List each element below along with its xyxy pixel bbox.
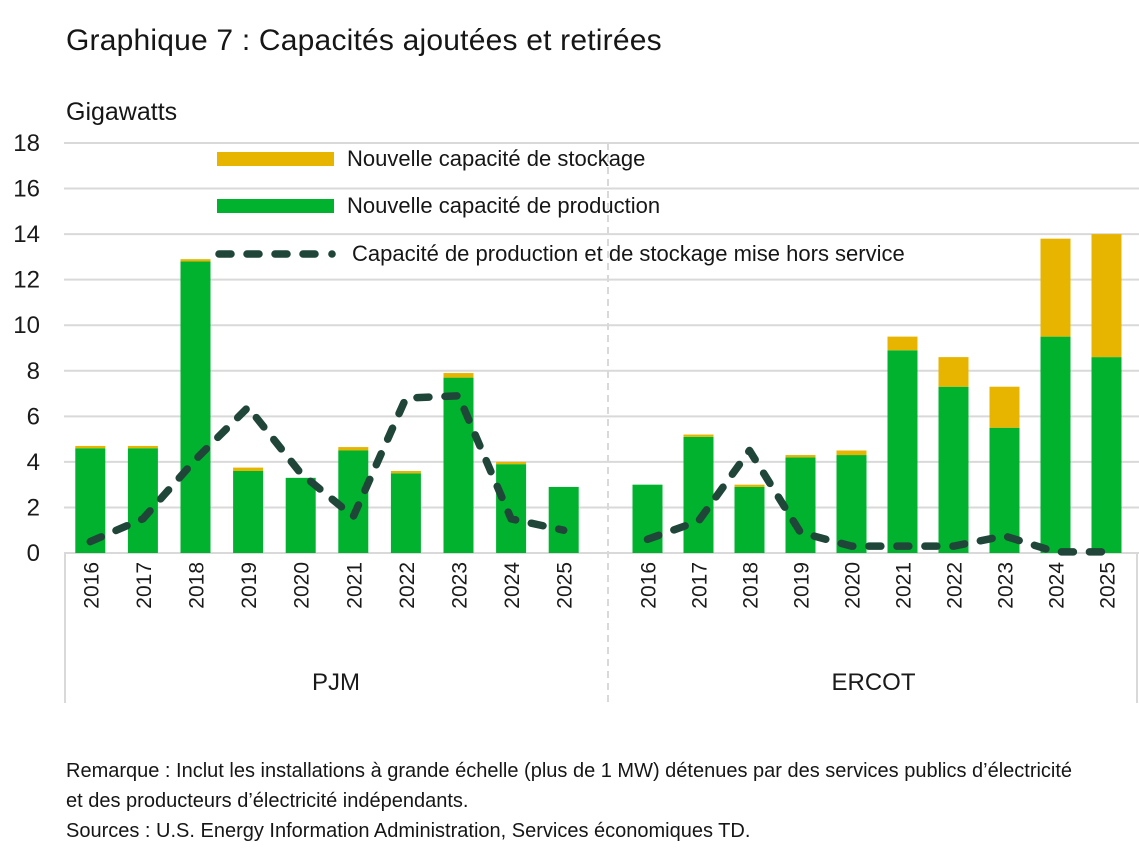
y-tick-label: 8 — [27, 358, 40, 385]
x-tick-label-ercot-2024: 2024 — [1046, 562, 1069, 609]
bar-storage-pjm-2024 — [496, 461, 527, 465]
bar-storage-ercot-2022 — [938, 357, 969, 387]
x-tick-label-pjm-2017: 2017 — [133, 562, 156, 609]
bar-production-pjm-2021 — [338, 450, 369, 553]
bar-storage-pjm-2022 — [390, 471, 421, 474]
footer: Remarque : Inclut les installations à gr… — [66, 756, 1086, 846]
production-color-swatch — [217, 199, 334, 213]
sources-line: Sources : U.S. Energy Information Admini… — [66, 820, 751, 842]
x-tick-label-pjm-2022: 2022 — [396, 562, 419, 609]
bar-storage-pjm-2016 — [75, 445, 106, 449]
group-label-pjm: PJM — [312, 669, 360, 696]
x-tick-label-ercot-2023: 2023 — [995, 562, 1018, 609]
group-label-ercot: ERCOT — [832, 669, 916, 696]
bar-storage-pjm-2017 — [127, 445, 158, 449]
y-tick-label: 10 — [13, 312, 40, 339]
bar-production-ercot-2025 — [1091, 357, 1122, 553]
y-tick-label: 12 — [13, 267, 40, 294]
x-tick-label-ercot-2018: 2018 — [740, 562, 763, 609]
x-tick-label-pjm-2025: 2025 — [554, 562, 577, 609]
bar-production-ercot-2024 — [1040, 336, 1071, 553]
bar-production-pjm-2018 — [180, 261, 211, 553]
bar-production-pjm-2024 — [496, 464, 527, 553]
chart-title: Graphique 7 : Capacités ajoutées et reti… — [66, 24, 662, 57]
x-tick-label-ercot-2020: 2020 — [842, 562, 865, 609]
legend-item-production: Nouvelle capacité de production — [217, 193, 660, 219]
bar-production-ercot-2022 — [938, 386, 969, 553]
legend-label-retired: Capacité de production et de stockage mi… — [352, 241, 905, 266]
x-tick-label-ercot-2017: 2017 — [689, 562, 712, 609]
x-tick-label-pjm-2018: 2018 — [186, 562, 209, 609]
x-tick-label-ercot-2021: 2021 — [893, 562, 916, 609]
y-tick-label: 6 — [27, 403, 40, 430]
bar-storage-pjm-2023 — [443, 373, 474, 378]
y-tick-label: 14 — [13, 221, 40, 248]
bar-production-ercot-2021 — [887, 350, 918, 553]
bar-storage-pjm-2021 — [338, 447, 369, 451]
y-tick-label: 0 — [27, 540, 40, 567]
x-tick-label-ercot-2022: 2022 — [944, 562, 967, 609]
x-tick-label-pjm-2021: 2021 — [343, 562, 366, 609]
bar-production-pjm-2019 — [233, 471, 264, 553]
bar-production-pjm-2025 — [548, 486, 579, 553]
x-tick-label-pjm-2016: 2016 — [80, 562, 103, 609]
retired-line-ercot — [643, 446, 1111, 556]
bar-storage-ercot-2019 — [785, 455, 816, 458]
bar-production-ercot-2019 — [785, 457, 816, 553]
x-tick-label-pjm-2024: 2024 — [501, 562, 524, 609]
legend-item-retired: Capacité de production et de stockage mi… — [213, 241, 905, 267]
bar-storage-ercot-2020 — [836, 450, 867, 456]
y-tick-label: 4 — [27, 449, 40, 476]
bar-storage-ercot-2021 — [887, 336, 918, 351]
bar-storage-ercot-2025 — [1091, 234, 1122, 358]
bar-storage-ercot-2018 — [734, 484, 765, 487]
bar-production-ercot-2017 — [683, 436, 714, 553]
y-axis-unit-label: Gigawatts — [66, 98, 178, 126]
storage-color-swatch — [217, 152, 334, 166]
retired-line-pjm — [86, 392, 568, 546]
x-tick-label-pjm-2023: 2023 — [449, 562, 472, 609]
bar-storage-ercot-2023 — [989, 386, 1020, 428]
bar-storage-ercot-2017 — [683, 434, 714, 437]
bar-production-pjm-2022 — [390, 473, 421, 553]
legend-label-storage: Nouvelle capacité de stockage — [347, 146, 646, 171]
y-tick-label: 2 — [27, 494, 40, 521]
legend-item-storage: Nouvelle capacité de stockage — [217, 146, 645, 172]
footnote: Remarque : Inclut les installations à gr… — [66, 760, 1073, 812]
bar-production-pjm-2023 — [443, 377, 474, 553]
bar-production-ercot-2020 — [836, 455, 867, 553]
x-tick-label-pjm-2020: 2020 — [291, 562, 314, 609]
bar-storage-pjm-2018 — [180, 259, 211, 262]
bar-production-pjm-2020 — [285, 477, 316, 553]
dashed-line-swatch — [215, 250, 336, 258]
y-tick-label: 16 — [13, 176, 40, 203]
bar-production-pjm-2017 — [127, 448, 158, 553]
bar-production-ercot-2023 — [989, 427, 1020, 553]
y-tick-label: 18 — [13, 130, 40, 157]
bar-storage-pjm-2019 — [233, 467, 264, 471]
bar-storage-ercot-2024 — [1040, 238, 1071, 337]
x-tick-label-ercot-2025: 2025 — [1097, 562, 1120, 609]
bar-production-ercot-2018 — [734, 486, 765, 553]
x-tick-label-ercot-2019: 2019 — [791, 562, 814, 609]
x-tick-label-ercot-2016: 2016 — [638, 562, 661, 609]
x-tick-label-pjm-2019: 2019 — [238, 562, 261, 609]
legend-label-production: Nouvelle capacité de production — [347, 193, 661, 218]
